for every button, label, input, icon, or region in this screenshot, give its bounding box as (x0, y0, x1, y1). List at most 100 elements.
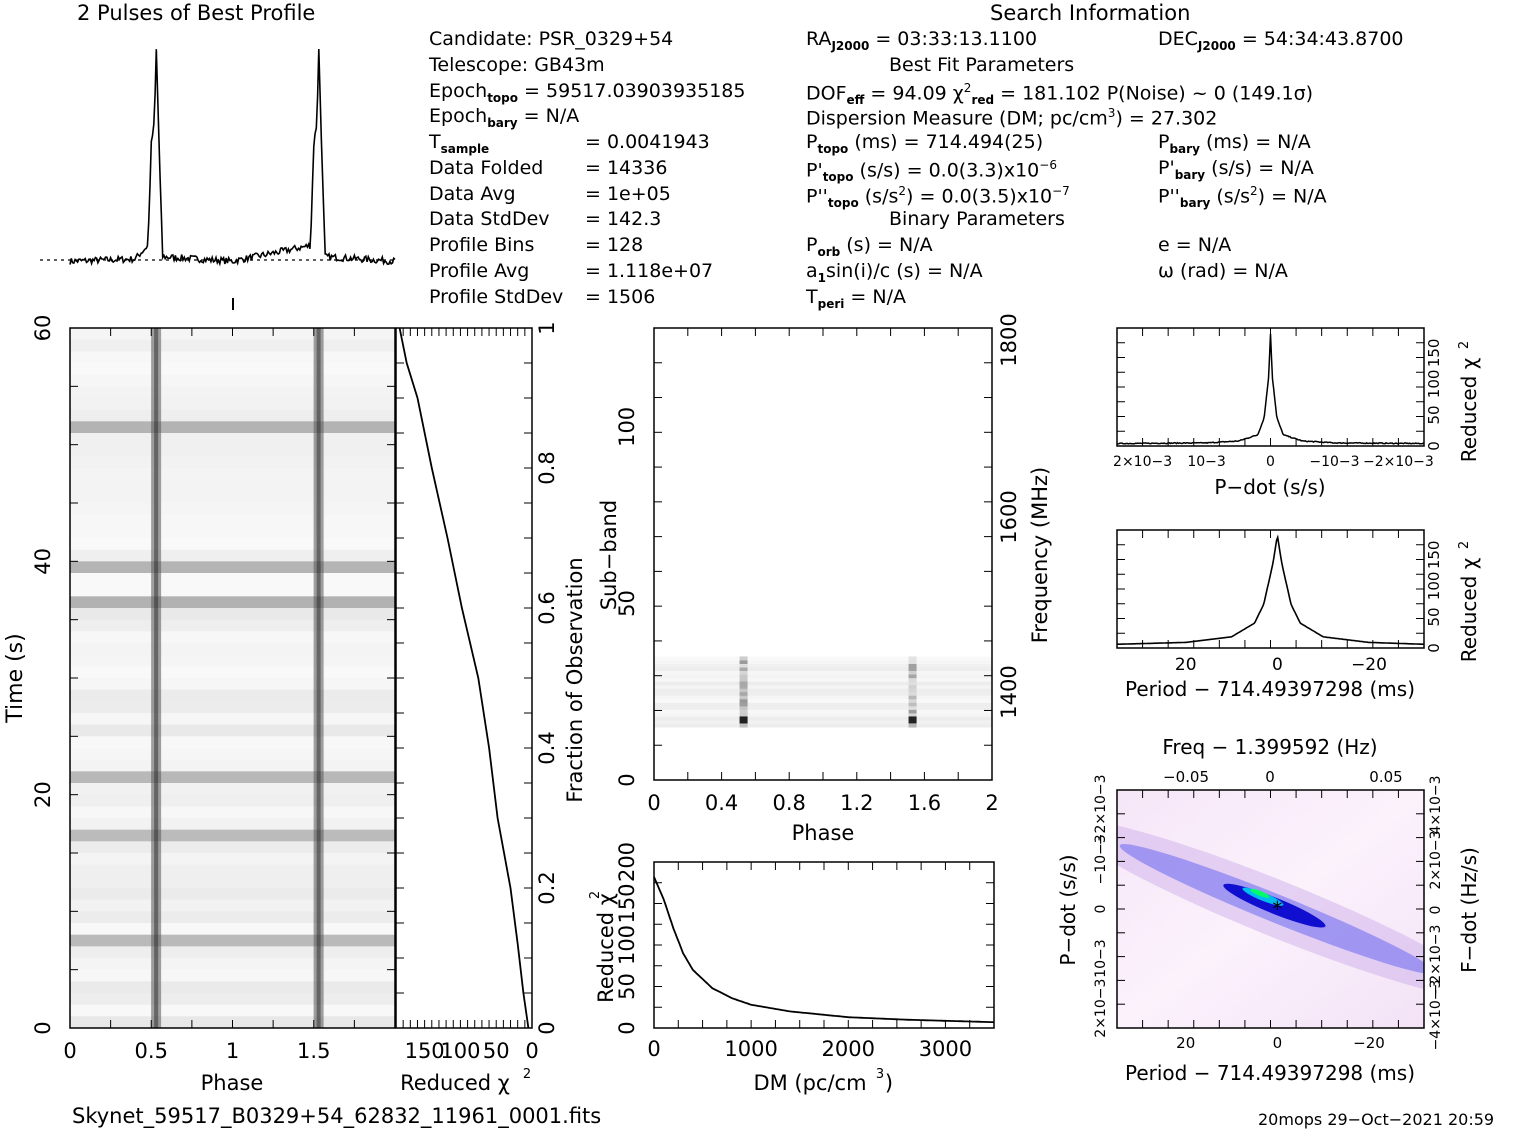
cumchi-yticklabel: 0 (535, 1021, 559, 1034)
subband-pulse (908, 659, 917, 664)
epoch-topo-line: Epochtopo = 59517.03903935185 (429, 80, 746, 105)
time-row (70, 596, 395, 609)
pddot-bary-line: P''bary (s/s2) = N/A (1158, 184, 1327, 211)
subband-pulse (908, 674, 917, 679)
time-phase-xticklabel: 1.5 (297, 1039, 330, 1063)
profile-stddev-label: Profile StdDev (429, 286, 564, 308)
time-phase-yticklabel: 0 (31, 1021, 55, 1034)
time-row (70, 398, 395, 411)
pdot-xticklabel: −10−3 (1309, 454, 1359, 470)
time-row (70, 584, 395, 597)
cumchi-xlabel: Reduced χ (400, 1071, 510, 1095)
subband-row (654, 723, 992, 728)
time-row (70, 538, 395, 551)
time-row (70, 899, 395, 912)
profile-title: 2 Pulses of Best Profile (77, 1, 316, 25)
a1-line: a1sin(i)/c (s) = N/A (806, 260, 983, 285)
p-pdot-xticklabel: 0 (1273, 1034, 1283, 1052)
subband-pulse (908, 684, 917, 689)
dm-yticklabel: 50 (615, 973, 639, 1000)
p-pdot-x2ticklabel: 0 (1265, 768, 1275, 786)
dm-xlabel-close: ) (885, 1071, 893, 1095)
subband-pulse (908, 667, 917, 672)
time-phase-yticklabel: 60 (31, 315, 55, 342)
time-row (70, 771, 395, 784)
cumchi-yticklabel: 0.4 (535, 731, 559, 764)
period-yticklabel: 100 (1425, 572, 1443, 601)
data-stddev-label: Data StdDev (429, 208, 550, 230)
subband-row (654, 684, 992, 689)
time-row (70, 363, 395, 376)
time-row (70, 724, 395, 737)
subband-pulse (739, 663, 748, 668)
subband-pulse-bright (908, 716, 917, 724)
time-row (70, 841, 395, 854)
p-pdot-y2ticklabel: −2×10−3 (1428, 925, 1444, 996)
pdot-xticklabel: 10−3 (1187, 454, 1225, 470)
pdot-topo-line: P'topo (s/s) = 0.0(3.3)x10−6 (806, 158, 1057, 185)
p-pdot-image (1117, 790, 1424, 1028)
p-pdot-x2ticklabel: 0.05 (1369, 768, 1402, 786)
time-phase-ylabel: Time (s) (3, 633, 28, 723)
period-ylabel-sup: 2 (1457, 541, 1472, 549)
p-pdot-yticklabel: 0 (1093, 905, 1109, 914)
subband-y2ticklabel: 1600 (997, 490, 1021, 543)
profile-bins-value: = 128 (585, 234, 644, 256)
period-xticklabel: 0 (1272, 655, 1283, 675)
subband-pulse (908, 670, 917, 675)
subband-yticklabel: 50 (615, 590, 639, 617)
subband-pulse (739, 656, 748, 661)
p-pdot-x2ticklabel: −0.05 (1163, 768, 1209, 786)
time-row (70, 433, 395, 446)
p-pdot-y2label: F−dot (Hz/s) (1457, 847, 1481, 973)
subband-pulse (739, 698, 748, 703)
time-row (70, 503, 395, 516)
pdot-xticklabel: 2×10−3 (1113, 454, 1172, 470)
time-row (70, 864, 395, 877)
subband-row (654, 691, 992, 696)
time-row (70, 794, 395, 807)
subband-row (654, 709, 992, 714)
time-row (70, 514, 395, 527)
subband-xticklabel: 0 (647, 791, 660, 815)
pulse-track (313, 328, 324, 1028)
cumchi-yticklabel: 0.8 (535, 451, 559, 484)
pdot-yticklabel: 0 (1425, 441, 1443, 451)
dm-yticklabel: 150 (615, 883, 639, 923)
omega-line: ω (rad) = N/A (1158, 260, 1288, 282)
subband-ylabel: Sub−band (597, 500, 621, 610)
period-yticklabel: 150 (1425, 541, 1443, 570)
subband-row (654, 705, 992, 710)
time-row (70, 374, 395, 387)
footer-stamp: 20mops 29−Oct−2021 20:59 (1258, 1110, 1495, 1129)
subband-pulse (739, 709, 748, 714)
subband-xticklabel: 2 (985, 791, 998, 815)
subband-row (654, 677, 992, 682)
footer-filename: Skynet_59517_B0329+54_62832_11961_0001.f… (72, 1104, 602, 1128)
subband-pulse (739, 677, 748, 682)
dm-ylabel: Reduced χ (594, 893, 618, 1003)
subband-pulse (908, 688, 917, 693)
subband-yticklabel: 100 (615, 407, 639, 447)
dm-xlabel: DM (pc/cm (753, 1071, 866, 1095)
time-row (70, 736, 395, 749)
profile-avg-label: Profile Avg (429, 260, 530, 282)
subband-pulse (739, 681, 748, 686)
time-row (70, 701, 395, 714)
time-row (70, 853, 395, 866)
time-row (70, 386, 395, 399)
t-sample-line: Tsample (429, 131, 490, 156)
period-line (1116, 534, 1425, 646)
cumchi-ylabel: Fraction of Observation (563, 557, 587, 802)
data-folded-label: Data Folded (429, 157, 544, 179)
subband-row (654, 712, 992, 717)
pddot-topo-line: P''topo (s/s2) = 0.0(3.5)x10−7 (806, 184, 1070, 211)
subband-xlabel: Phase (792, 821, 855, 845)
time-row (70, 631, 395, 644)
dm-xticklabel: 0 (647, 1037, 660, 1061)
p-pdot-yticklabel: 2×10−3 (1093, 979, 1109, 1038)
time-phase-yticklabel: 20 (31, 781, 55, 808)
cumchi-xticklabel: 0 (525, 1039, 538, 1063)
subband-row (654, 698, 992, 703)
